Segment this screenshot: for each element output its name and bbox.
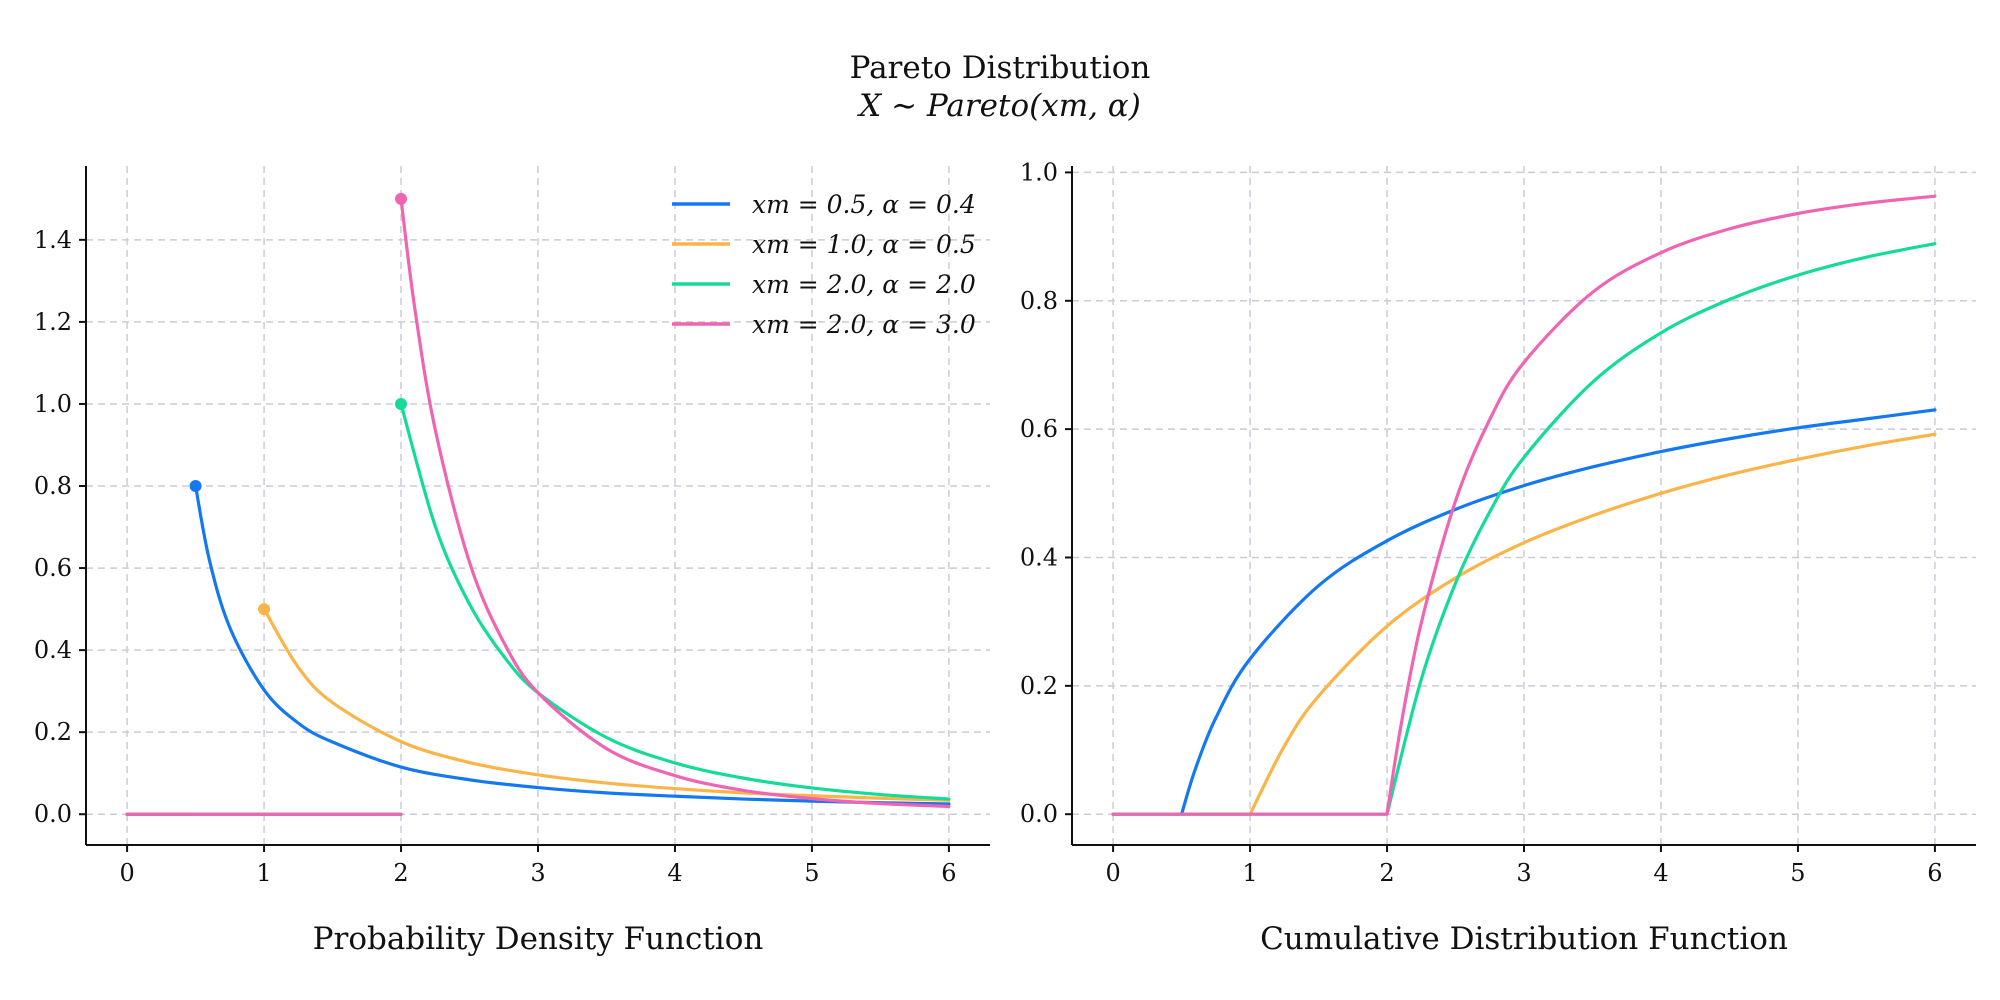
y-tick-label: 0.0 — [1020, 800, 1058, 828]
legend-label: xm = 0.5, α = 0.4 — [752, 190, 976, 219]
cdf-panel: 0 1 2 3 4 5 6 0.0 0.2 0.4 0.6 0.8 1.0 Cumulative Dist… — [1020, 158, 1976, 957]
x-tick-label: 5 — [804, 859, 819, 887]
y-tick-label: 0.8 — [1020, 287, 1058, 315]
x-tick-label: 6 — [1927, 859, 1942, 887]
legend: xm = 0.5, α = 0.4 xm = 1.0, α = 0.5 xm = 2… — [672, 190, 976, 339]
series-line — [399, 197, 951, 809]
figure-title-block: Pareto Distribution X ∼ Pareto(xm, α) — [850, 50, 1151, 124]
y-tick-label: 1.4 — [34, 226, 72, 254]
figure-subtitle: X ∼ Pareto(xm, α) — [857, 88, 1141, 124]
series-start-marker — [258, 603, 271, 616]
series-line — [399, 402, 951, 801]
x-tick-label: 4 — [667, 859, 682, 887]
y-tick-label: 0.2 — [34, 718, 72, 746]
series-line — [1111, 432, 1937, 816]
y-tick-label: 0.2 — [1020, 672, 1058, 700]
series-line — [1111, 242, 1937, 816]
series-start-marker — [395, 397, 408, 410]
y-tick-label: 0.8 — [34, 472, 72, 500]
x-tick-label: 6 — [941, 859, 956, 887]
series-line — [193, 484, 951, 806]
x-tick-label: 5 — [1790, 859, 1805, 887]
series-line — [1111, 194, 1937, 816]
y-tick-label: 0.4 — [34, 636, 72, 664]
y-tick-label: 0.6 — [1020, 415, 1058, 443]
series-line — [262, 607, 951, 802]
y-tick-label: 1.0 — [1020, 158, 1058, 186]
x-tick-label: 0 — [119, 859, 134, 887]
x-tick-label: 4 — [1653, 859, 1668, 887]
y-tick-label: 1.0 — [34, 390, 72, 418]
series-start-marker — [395, 192, 408, 205]
x-tick-label: 3 — [1516, 859, 1531, 887]
figure-title: Pareto Distribution — [850, 50, 1151, 86]
x-tick-label: 1 — [1242, 859, 1257, 887]
y-tick-label: 0.6 — [34, 554, 72, 582]
panel-title: Probability Density Function — [313, 921, 764, 957]
y-tick-label: 0.4 — [1020, 543, 1058, 571]
panel-title: Cumulative Distribution Function — [1260, 921, 1788, 957]
y-tick-label: 0.0 — [34, 800, 72, 828]
legend-label: xm = 2.0, α = 3.0 — [752, 310, 976, 339]
legend-label: xm = 2.0, α = 2.0 — [752, 270, 976, 299]
x-tick-label: 0 — [1105, 859, 1120, 887]
series-line — [1111, 408, 1937, 816]
series-start-marker — [189, 480, 202, 493]
x-tick-label: 1 — [256, 859, 271, 887]
pdf-panel: 0 1 2 3 4 5 6 0.0 0.2 0.4 0.6 0.8 1.0 1.2 1.4 Probabili… — [34, 166, 990, 957]
legend-label: xm = 1.0, α = 0.5 — [752, 230, 976, 259]
y-tick-label: 1.2 — [34, 308, 72, 336]
x-tick-label: 2 — [1379, 859, 1394, 887]
x-tick-label: 2 — [393, 859, 408, 887]
x-tick-label: 3 — [530, 859, 545, 887]
